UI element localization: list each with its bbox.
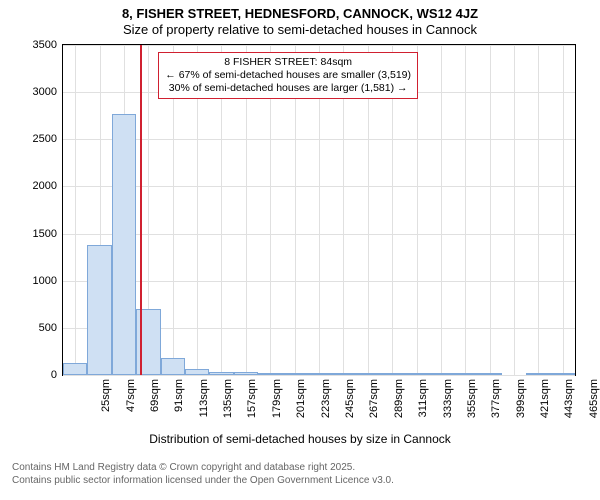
grid-line-v bbox=[563, 45, 564, 375]
grid-line-v bbox=[538, 45, 539, 375]
histogram-bar bbox=[63, 363, 87, 375]
footer-line: Contains HM Land Registry data © Crown c… bbox=[12, 462, 394, 475]
x-tick-label: 135sqm bbox=[222, 379, 234, 429]
annotation-line: ← 67% of semi-detached houses are smalle… bbox=[165, 69, 411, 82]
y-tick-label: 1000 bbox=[33, 275, 63, 287]
x-tick-label: 289sqm bbox=[393, 379, 405, 429]
grid-line-v bbox=[490, 45, 491, 375]
histogram-bar bbox=[307, 373, 331, 375]
attribution-footer: Contains HM Land Registry data © Crown c… bbox=[12, 462, 394, 487]
x-axis-label: Distribution of semi-detached houses by … bbox=[0, 432, 600, 446]
histogram-bar bbox=[526, 373, 550, 375]
x-tick-label: 179sqm bbox=[271, 379, 283, 429]
x-tick-label: 47sqm bbox=[125, 379, 137, 429]
x-tick-label: 157sqm bbox=[246, 379, 258, 429]
x-tick-label: 69sqm bbox=[149, 379, 161, 429]
y-tick-label: 2000 bbox=[33, 180, 63, 192]
histogram-bar bbox=[331, 373, 355, 375]
y-tick-label: 3500 bbox=[33, 39, 63, 51]
x-tick-label: 113sqm bbox=[198, 379, 210, 429]
grid-line-v bbox=[441, 45, 442, 375]
histogram-bar bbox=[380, 373, 404, 375]
x-tick-label: 377sqm bbox=[490, 379, 502, 429]
y-tick-label: 2500 bbox=[33, 133, 63, 145]
grid-line-v bbox=[75, 45, 76, 375]
histogram-bar bbox=[404, 373, 428, 375]
annotation-line: 8 FISHER STREET: 84sqm bbox=[165, 56, 411, 69]
x-tick-label: 311sqm bbox=[417, 379, 429, 429]
property-size-chart: 8, FISHER STREET, HEDNESFORD, CANNOCK, W… bbox=[0, 0, 600, 500]
grid-line-v bbox=[514, 45, 515, 375]
x-tick-label: 465sqm bbox=[588, 379, 600, 429]
x-tick-label: 201sqm bbox=[295, 379, 307, 429]
histogram-bar bbox=[161, 358, 185, 375]
y-tick-label: 500 bbox=[39, 322, 63, 334]
y-tick-label: 1500 bbox=[33, 228, 63, 240]
x-tick-label: 421sqm bbox=[539, 379, 551, 429]
histogram-bar bbox=[477, 373, 501, 375]
x-tick-label: 25sqm bbox=[100, 379, 112, 429]
histogram-bar bbox=[356, 373, 380, 375]
footer-line: Contains public sector information licen… bbox=[12, 475, 394, 488]
x-tick-label: 355sqm bbox=[466, 379, 478, 429]
x-tick-label: 399sqm bbox=[515, 379, 527, 429]
grid-line-h bbox=[63, 375, 575, 376]
histogram-bar bbox=[185, 369, 209, 375]
x-tick-label: 333sqm bbox=[442, 379, 454, 429]
annotation-line: 30% of semi-detached houses are larger (… bbox=[165, 82, 411, 95]
x-tick-label: 91sqm bbox=[173, 379, 185, 429]
grid-line-v bbox=[465, 45, 466, 375]
y-tick-label: 3000 bbox=[33, 86, 63, 98]
x-tick-label: 223sqm bbox=[320, 379, 332, 429]
x-tick-label: 443sqm bbox=[563, 379, 575, 429]
histogram-bar bbox=[209, 372, 233, 375]
x-tick-label: 267sqm bbox=[368, 379, 380, 429]
histogram-bar bbox=[258, 373, 282, 375]
histogram-bar bbox=[453, 373, 477, 375]
histogram-bar bbox=[282, 373, 306, 375]
y-tick-label: 0 bbox=[51, 369, 63, 381]
chart-subtitle: Size of property relative to semi-detach… bbox=[0, 22, 600, 37]
reference-line bbox=[140, 45, 142, 375]
x-tick-label: 245sqm bbox=[344, 379, 356, 429]
histogram-bar bbox=[551, 373, 575, 375]
histogram-bar bbox=[87, 245, 111, 375]
plot-area: 050010001500200025003000350025sqm47sqm69… bbox=[62, 44, 576, 376]
annotation-callout: 8 FISHER STREET: 84sqm← 67% of semi-deta… bbox=[158, 52, 418, 99]
histogram-bar bbox=[429, 373, 453, 375]
histogram-bar bbox=[112, 114, 136, 375]
chart-title-address: 8, FISHER STREET, HEDNESFORD, CANNOCK, W… bbox=[0, 6, 600, 21]
histogram-bar bbox=[234, 372, 258, 375]
